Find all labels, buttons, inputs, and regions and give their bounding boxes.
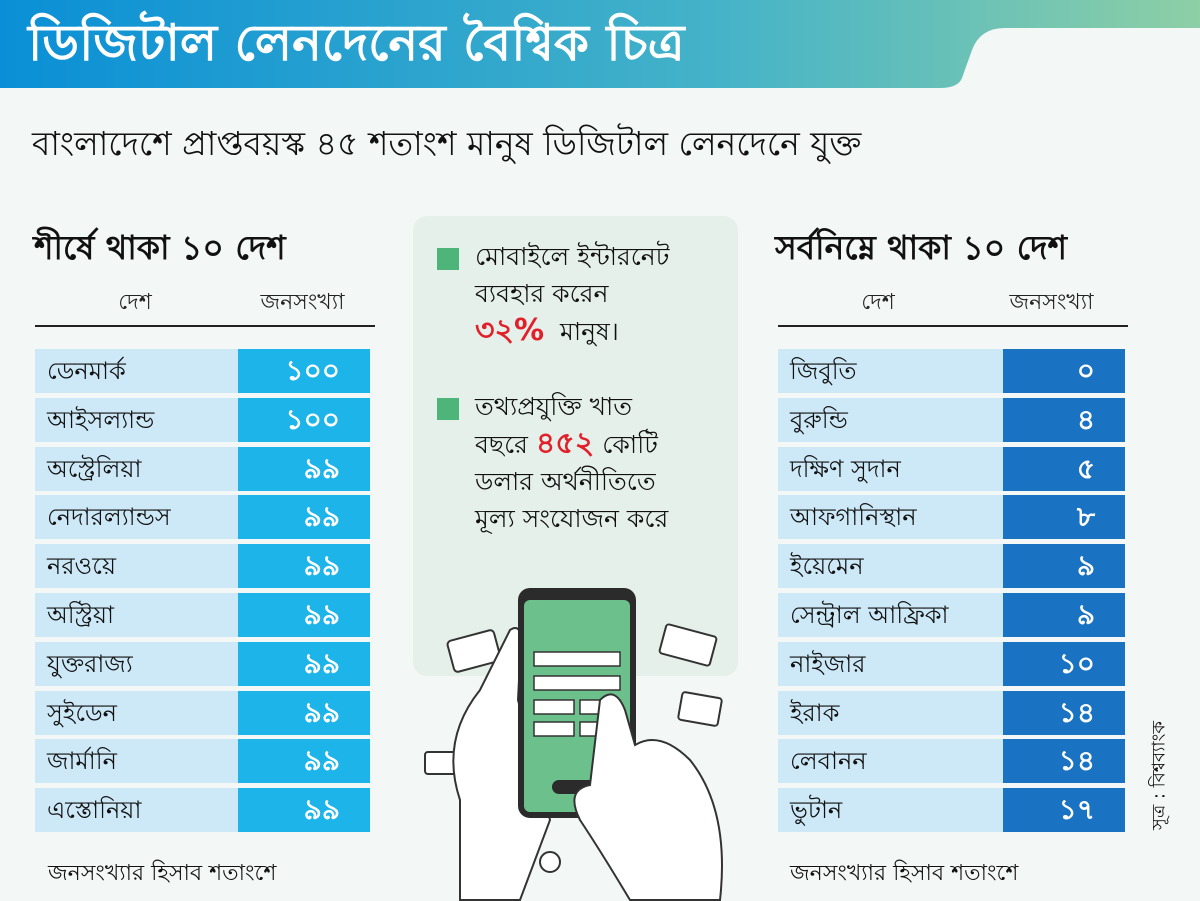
table-row: জিবুতি ০ [778, 349, 1125, 393]
info-line: মানুষ। [559, 317, 619, 346]
header-divider [35, 325, 375, 327]
coin-icon [539, 851, 561, 873]
top-table-header: দেশ জনসংখ্যা [35, 285, 370, 322]
table-row: বুরুন্ডি ৪ [778, 397, 1125, 442]
country-name: নাইজার [778, 641, 1003, 686]
table-row: নরওয়ে ৯৯ [35, 544, 370, 589]
table-row: ডেনমার্ক ১০০ [35, 349, 370, 393]
banknote-icon [658, 623, 718, 667]
country-name: অস্ট্রেলিয়া [35, 446, 238, 491]
source-credit: সূত্র : বিশ্বব্যাংক [1148, 721, 1170, 830]
population-value: ৯৯ [238, 739, 370, 784]
table-row: এস্তোনিয়া ৯৯ [35, 788, 370, 833]
top-footnote: জনসংখ্যার হিসাব শতাংশে [48, 861, 277, 886]
page-subtitle: বাংলাদেশে প্রাপ্তবয়স্ক ৪৫ শতাংশ মানুষ ড… [32, 124, 862, 163]
country-name: নেদারল্যান্ডস [35, 495, 238, 540]
top-countries-title: শীর্ষে থাকা ১০ দেশ [34, 228, 286, 267]
header-divider [778, 325, 1128, 327]
table-row: সেন্ট্রাল আফ্রিকা ৯ [778, 592, 1125, 637]
col-population: জনসংখ্যা [1009, 290, 1094, 315]
country-name: দক্ষিণ সুদান [778, 446, 1003, 491]
table-row: অস্ট্রেলিয়া ৯৯ [35, 446, 370, 491]
info-point-mobile-internet: মোবাইলে ইন্টারনেট ব্যবহার করেন ৩২% মানুষ… [475, 238, 669, 350]
top-countries-table: ডেনমার্ক ১০০ আইসল্যান্ড ১০০ অস্ট্রেলিয়া ৯৯ নে… [35, 349, 370, 837]
population-value: ১৪ [1003, 739, 1125, 784]
table-row: নাইজার ১০ [778, 641, 1125, 686]
population-value: ১০০ [238, 397, 370, 442]
table-row: নেদারল্যান্ডস ৯৯ [35, 495, 370, 540]
title-banner [0, 0, 1200, 88]
population-value: ৯৯ [238, 592, 370, 637]
country-name: জিবুতি [778, 349, 1003, 393]
country-name: আইসল্যান্ড [35, 397, 238, 442]
table-row: ইয়েমেন ৯ [778, 544, 1125, 589]
bottom-footnote: জনসংখ্যার হিসাব শতাংশে [790, 861, 1019, 886]
population-value: ৪ [1003, 397, 1125, 442]
card-icon [446, 629, 502, 673]
population-value: ৯ [1003, 544, 1125, 589]
country-name: আফগানিস্থান [778, 495, 1003, 540]
info-line: তথ্যপ্রযুক্তি খাত [475, 392, 633, 421]
info-line: মূল্য সংযোজন করে [475, 504, 669, 533]
country-name: নরওয়ে [35, 544, 238, 589]
population-value: ৯৯ [238, 544, 370, 589]
col-population: জনসংখ্যা [260, 290, 345, 315]
info-line: ব্যবহার করেন [475, 279, 609, 308]
bottom-countries-title: সর্বনিম্নে থাকা ১০ দেশ [775, 228, 1067, 267]
population-value: ৯৯ [238, 641, 370, 686]
country-name: ইরাক [778, 690, 1003, 735]
population-value: ৯৯ [238, 788, 370, 833]
highlight-value: ৩২% [475, 313, 545, 348]
bullet-square-icon [437, 398, 459, 420]
info-point-it-sector: তথ্যপ্রযুক্তি খাত বছরে ৪৫২ কোটি ডলার অর্… [475, 388, 668, 537]
bullet-square-icon [437, 248, 459, 270]
table-row: অস্ট্রিয়া ৯৯ [35, 592, 370, 637]
population-value: ০ [1003, 349, 1125, 393]
country-name: ডেনমার্ক [35, 349, 238, 393]
right-hand [573, 693, 723, 901]
col-country: দেশ [861, 290, 895, 315]
population-value: ৯৯ [238, 690, 370, 735]
col-country: দেশ [118, 290, 152, 315]
table-row: জার্মানি ৯৯ [35, 739, 370, 784]
population-value: ১০০ [238, 349, 370, 393]
phone-payment-illustration [424, 588, 723, 901]
table-row: লেবানন ১৪ [778, 739, 1125, 784]
country-name: যুক্তরাজ্য [35, 641, 238, 686]
info-line: কোটি [602, 430, 658, 459]
table-row: আফগানিস্থান ৮ [778, 495, 1125, 540]
country-name: সেন্ট্রাল আফ্রিকা [778, 592, 1003, 637]
country-name: সুইডেন [35, 690, 238, 735]
table-row: ভুটান ১৭ [778, 788, 1125, 833]
info-line: বছরে [475, 430, 528, 459]
table-row: ইরাক ১৪ [778, 690, 1125, 735]
population-value: ১০ [1003, 641, 1125, 686]
page-title: ডিজিটাল লেনদেনের বৈশ্বিক চিত্র [28, 14, 685, 72]
highlight-value: ৪৫২ [535, 426, 595, 461]
population-value: ৫ [1003, 446, 1125, 491]
country-name: ইয়েমেন [778, 544, 1003, 589]
table-row: যুক্তরাজ্য ৯৯ [35, 641, 370, 686]
population-value: ৯ [1003, 592, 1125, 637]
bottom-countries-table: জিবুতি ০ বুরুন্ডি ৪ দক্ষিণ সুদান ৫ আফগানিস্থান… [778, 349, 1125, 837]
country-name: এস্তোনিয়া [35, 788, 238, 833]
population-value: ১৭ [1003, 788, 1125, 833]
table-row: আইসল্যান্ড ১০০ [35, 397, 370, 442]
country-name: ভুটান [778, 788, 1003, 833]
population-value: ৯৯ [238, 495, 370, 540]
bottom-table-header: দেশ জনসংখ্যা [778, 285, 1125, 322]
card-icon [677, 691, 723, 727]
population-value: ৮ [1003, 495, 1125, 540]
country-name: অস্ট্রিয়া [35, 592, 238, 637]
country-name: জার্মানি [35, 739, 238, 784]
info-box: মোবাইলে ইন্টারনেট ব্যবহার করেন ৩২% মানুষ… [413, 216, 738, 676]
table-row: সুইডেন ৯৯ [35, 690, 370, 735]
country-name: লেবানন [778, 739, 1003, 784]
country-name: বুরুন্ডি [778, 397, 1003, 442]
population-value: ১৪ [1003, 690, 1125, 735]
population-value: ৯৯ [238, 446, 370, 491]
table-row: দক্ষিণ সুদান ৫ [778, 446, 1125, 491]
info-line: ডলার অর্থনীতিতে [475, 467, 656, 496]
info-line: মোবাইলে ইন্টারনেট [475, 242, 670, 271]
